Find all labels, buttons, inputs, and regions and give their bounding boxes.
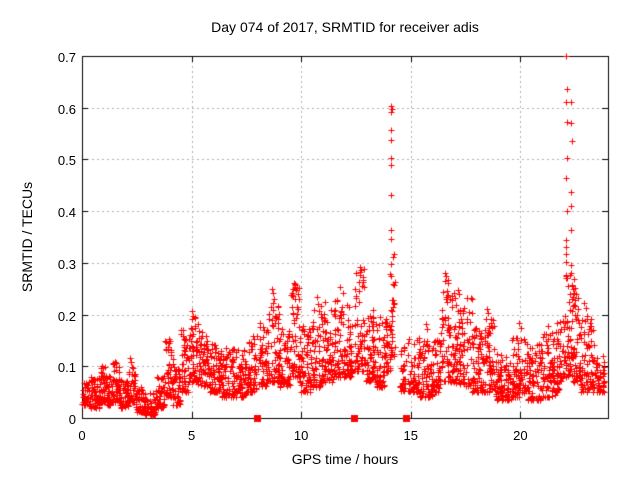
x-axis-label: GPS time / hours bbox=[291, 451, 399, 467]
x-tick-label: 5 bbox=[187, 428, 196, 443]
y-axis-label: SRMTID / TECUs bbox=[19, 181, 35, 293]
y-tick-label: 0.7 bbox=[57, 50, 76, 65]
y-tick-label: 0.4 bbox=[57, 205, 76, 221]
y-tick-label: 0.2 bbox=[57, 308, 76, 324]
y-tick-label: 0.6 bbox=[57, 101, 76, 117]
y-tick-label: 0 bbox=[68, 412, 76, 427]
chart-title: Day 074 of 2017, SRMTID for receiver adi… bbox=[211, 19, 479, 35]
x-tick-label: 10 bbox=[293, 428, 309, 443]
x-tick-label: 20 bbox=[513, 428, 528, 443]
x-tick-label: 0 bbox=[78, 428, 86, 443]
y-tick-label: 0.3 bbox=[57, 256, 76, 272]
x-tick-label: 15 bbox=[403, 428, 418, 443]
y-tick-label: 0.1 bbox=[57, 360, 76, 376]
y-tick-label: 0.5 bbox=[57, 153, 76, 169]
